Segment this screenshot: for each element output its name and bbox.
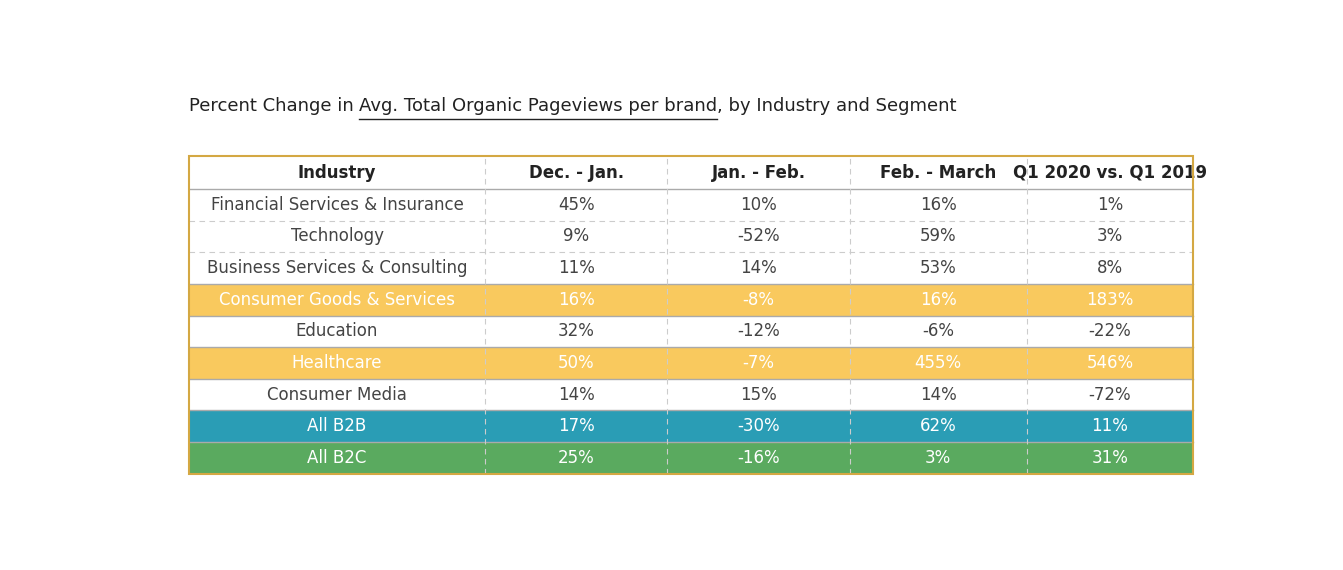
Bar [188, 316, 1193, 347]
Text: Business Services & Consulting: Business Services & Consulting [207, 259, 467, 277]
Text: Education: Education [295, 322, 379, 340]
Text: 9%: 9% [563, 227, 590, 246]
Text: -12%: -12% [737, 322, 780, 340]
Text: Consumer Goods & Services: Consumer Goods & Services [219, 291, 455, 309]
Bar [188, 378, 1193, 410]
Text: 14%: 14% [740, 259, 776, 277]
Text: 45%: 45% [559, 196, 595, 214]
Text: 14%: 14% [559, 385, 595, 404]
Text: Financial Services & Insurance: Financial Services & Insurance [211, 196, 463, 214]
Text: 10%: 10% [740, 196, 776, 214]
Text: 32%: 32% [557, 322, 595, 340]
Text: 11%: 11% [557, 259, 595, 277]
Text: -22%: -22% [1088, 322, 1131, 340]
Text: -52%: -52% [737, 227, 780, 246]
Text: 11%: 11% [1092, 417, 1128, 435]
Text: 17%: 17% [559, 417, 595, 435]
Text: Feb. - March: Feb. - March [880, 164, 997, 182]
Text: 8%: 8% [1097, 259, 1123, 277]
Text: 16%: 16% [559, 291, 595, 309]
Text: 62%: 62% [920, 417, 956, 435]
Text: -30%: -30% [737, 417, 780, 435]
Bar [188, 189, 1193, 221]
Text: Consumer Media: Consumer Media [267, 385, 407, 404]
Bar [188, 347, 1193, 378]
Text: 1%: 1% [1097, 196, 1123, 214]
Text: All B2B: All B2B [308, 417, 367, 435]
Bar [188, 284, 1193, 316]
Text: All B2C: All B2C [308, 449, 367, 467]
Text: Percent Change in: Percent Change in [188, 97, 359, 115]
Text: 31%: 31% [1092, 449, 1128, 467]
Text: -16%: -16% [737, 449, 780, 467]
Bar [188, 442, 1193, 474]
Text: 16%: 16% [920, 291, 956, 309]
Text: 53%: 53% [920, 259, 956, 277]
Text: 25%: 25% [559, 449, 595, 467]
Bar [188, 410, 1193, 442]
Bar [188, 156, 1193, 189]
Text: Avg. Total Organic Pageviews per brand: Avg. Total Organic Pageviews per brand [359, 97, 717, 115]
Text: -8%: -8% [743, 291, 775, 309]
Bar [188, 221, 1193, 253]
Text: Jan. - Feb.: Jan. - Feb. [712, 164, 806, 182]
Text: 455%: 455% [915, 354, 962, 372]
Text: 59%: 59% [920, 227, 956, 246]
Text: -6%: -6% [923, 322, 954, 340]
Text: 16%: 16% [920, 196, 956, 214]
Text: Q1 2020 vs. Q1 2019: Q1 2020 vs. Q1 2019 [1013, 164, 1207, 182]
Text: 546%: 546% [1086, 354, 1133, 372]
Text: -72%: -72% [1089, 385, 1131, 404]
Text: Dec. - Jan.: Dec. - Jan. [529, 164, 624, 182]
Text: , by Industry and Segment: , by Industry and Segment [717, 97, 956, 115]
Text: 183%: 183% [1086, 291, 1133, 309]
Bar [188, 253, 1193, 284]
Text: Healthcare: Healthcare [291, 354, 383, 372]
Text: 3%: 3% [1097, 227, 1123, 246]
Text: 14%: 14% [920, 385, 956, 404]
Text: Technology: Technology [290, 227, 384, 246]
Text: -7%: -7% [743, 354, 775, 372]
Text: 3%: 3% [925, 449, 951, 467]
Text: Industry: Industry [298, 164, 376, 182]
Text: 50%: 50% [559, 354, 595, 372]
Text: 15%: 15% [740, 385, 776, 404]
